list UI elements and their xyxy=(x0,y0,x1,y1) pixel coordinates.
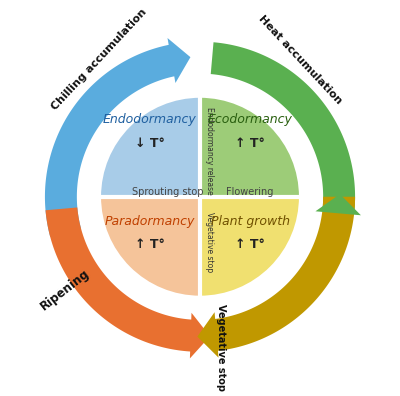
Wedge shape xyxy=(200,197,300,297)
Text: ↑ T°: ↑ T° xyxy=(135,238,165,251)
Text: Vegetative stop: Vegetative stop xyxy=(216,304,226,391)
Wedge shape xyxy=(100,96,200,197)
Wedge shape xyxy=(200,96,300,197)
Text: Ripening: Ripening xyxy=(38,267,92,313)
Text: ↑ T°: ↑ T° xyxy=(235,238,265,251)
Polygon shape xyxy=(168,38,190,83)
Text: Sprouting stop: Sprouting stop xyxy=(132,187,204,197)
Polygon shape xyxy=(211,42,355,210)
Polygon shape xyxy=(211,197,355,351)
Polygon shape xyxy=(316,194,361,215)
Text: ↑ T°: ↑ T° xyxy=(235,137,265,150)
Text: Endodormancy: Endodormancy xyxy=(103,113,197,126)
Text: Endodormancy release: Endodormancy release xyxy=(204,107,214,195)
Text: Chilling accumulation: Chilling accumulation xyxy=(50,8,149,112)
Text: Vegetative stop: Vegetative stop xyxy=(204,212,214,272)
Text: Paradormancy: Paradormancy xyxy=(105,215,195,228)
Polygon shape xyxy=(45,44,179,237)
Text: Plant growth: Plant growth xyxy=(211,215,290,228)
Wedge shape xyxy=(100,197,200,297)
Polygon shape xyxy=(190,313,210,358)
Text: Ecodormancy: Ecodormancy xyxy=(208,113,293,126)
Text: Flowering: Flowering xyxy=(226,187,274,197)
Text: ↓ T°: ↓ T° xyxy=(135,137,165,150)
Text: Heat accumulation: Heat accumulation xyxy=(257,14,344,106)
Polygon shape xyxy=(46,208,196,352)
Polygon shape xyxy=(197,312,218,358)
